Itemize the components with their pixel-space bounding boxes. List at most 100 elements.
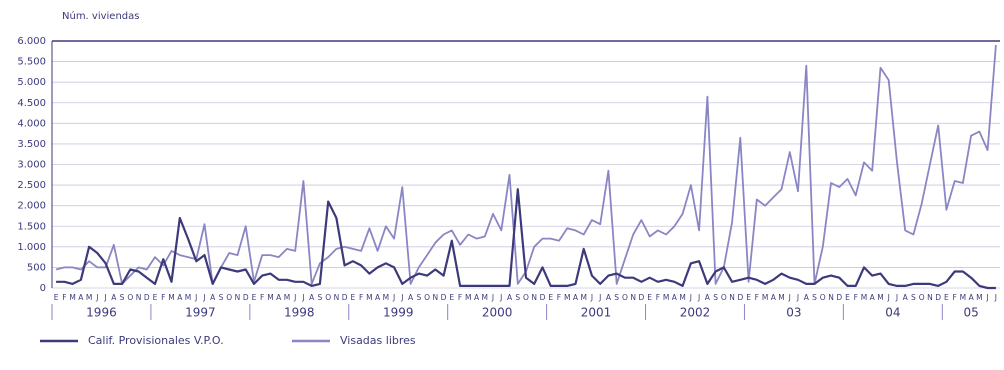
x-tick-label: O: [919, 293, 925, 302]
x-tick-label: E: [746, 293, 751, 302]
x-tick-label: J: [95, 293, 98, 302]
x-tick-label: O: [820, 293, 826, 302]
year-label: 1997: [185, 306, 216, 320]
y-tick-label: 2.000: [17, 201, 46, 212]
x-tick-label: D: [243, 293, 249, 302]
x-tick-label: O: [622, 293, 628, 302]
y-tick-label: 5.500: [17, 57, 46, 68]
y-tick-label: 3.500: [17, 139, 46, 150]
x-tick-label: O: [721, 293, 727, 302]
x-tick-label: J: [788, 293, 791, 302]
x-tick-label: M: [679, 293, 685, 302]
x-tick-label: A: [309, 293, 315, 302]
x-tick-label: J: [887, 293, 890, 302]
x-tick-label: A: [78, 293, 84, 302]
x-tick-label: J: [796, 293, 799, 302]
series-line: [56, 188, 996, 290]
x-tick-label: J: [590, 293, 593, 302]
x-tick-label: N: [729, 293, 735, 302]
x-tick-label: J: [697, 293, 700, 302]
x-tick-label: A: [672, 293, 678, 302]
x-tick-label: E: [845, 293, 850, 302]
x-tick-label: M: [185, 293, 191, 302]
x-tick-label: F: [458, 293, 462, 302]
x-tick-label: J: [895, 293, 898, 302]
x-tick-label: A: [375, 293, 381, 302]
year-label: 2002: [680, 306, 711, 320]
x-tick-label: M: [168, 293, 174, 302]
year-label: 04: [885, 306, 900, 320]
x-tick-label: N: [630, 293, 636, 302]
x-tick-label: E: [252, 293, 257, 302]
x-tick-label: A: [705, 293, 711, 302]
x-tick-label: N: [531, 293, 537, 302]
year-label: 2001: [581, 306, 612, 320]
x-tick-label: J: [392, 293, 395, 302]
y-axis-label: Núm. viviendas: [62, 10, 140, 22]
x-tick-label: J: [491, 293, 494, 302]
x-tick-label: A: [177, 293, 183, 302]
y-tick-label: 4.500: [17, 98, 46, 109]
x-tick-label: A: [210, 293, 216, 302]
x-tick-label: A: [474, 293, 480, 302]
x-tick-label: D: [836, 293, 842, 302]
x-tick-label: A: [771, 293, 777, 302]
x-tick-label: J: [400, 293, 403, 302]
x-tick-label: J: [598, 293, 601, 302]
legend-label: Visadas libres: [340, 334, 416, 347]
x-tick-label: M: [69, 293, 75, 302]
x-tick-label: M: [861, 293, 867, 302]
year-label: 1999: [383, 306, 414, 320]
x-tick-label: J: [301, 293, 304, 302]
year-label: 2000: [482, 306, 513, 320]
x-tick-label: F: [656, 293, 660, 302]
x-tick-label: D: [935, 293, 941, 302]
x-tick-label: J: [499, 293, 502, 302]
legend-label: Calif. Provisionales V.P.O.: [88, 334, 224, 347]
x-tick-label: A: [870, 293, 876, 302]
x-tick-label: F: [260, 293, 264, 302]
x-tick-label: E: [54, 293, 59, 302]
x-tick-label: E: [548, 293, 553, 302]
x-tick-label: J: [986, 293, 989, 302]
x-tick-label: M: [877, 293, 883, 302]
x-tick-label: M: [383, 293, 389, 302]
y-tick-label: 0: [40, 283, 46, 294]
x-tick-label: F: [359, 293, 363, 302]
x-tick-label: M: [86, 293, 92, 302]
x-tick-label: M: [564, 293, 570, 302]
x-tick-label: A: [111, 293, 117, 302]
x-tick-label: J: [689, 293, 692, 302]
x-tick-label: O: [226, 293, 232, 302]
year-label: 03: [786, 306, 801, 320]
x-tick-label: A: [573, 293, 579, 302]
x-tick-label: A: [507, 293, 513, 302]
x-tick-label: N: [927, 293, 933, 302]
x-tick-label: M: [960, 293, 966, 302]
x-tick-label: M: [778, 293, 784, 302]
x-tick-label: A: [276, 293, 282, 302]
x-tick-label: O: [325, 293, 331, 302]
x-tick-label: M: [366, 293, 372, 302]
x-tick-label: S: [713, 293, 718, 302]
x-tick-label: M: [284, 293, 290, 302]
y-tick-label: 1.500: [17, 221, 46, 232]
x-tick-label: S: [416, 293, 421, 302]
x-tick-label: D: [540, 293, 546, 302]
x-tick-label: J: [103, 293, 106, 302]
x-tick-label: N: [334, 293, 340, 302]
x-tick-label: F: [854, 293, 858, 302]
x-tick-label: D: [737, 293, 743, 302]
y-tick-label: 1.000: [17, 242, 46, 253]
x-tick-label: O: [523, 293, 529, 302]
x-tick-label: E: [449, 293, 454, 302]
x-tick-label: M: [482, 293, 488, 302]
x-tick-label: N: [235, 293, 241, 302]
year-label: 1998: [284, 306, 315, 320]
x-tick-label: F: [62, 293, 66, 302]
x-tick-label: S: [911, 293, 916, 302]
x-tick-label: D: [639, 293, 645, 302]
x-tick-label: J: [194, 293, 197, 302]
x-tick-label: E: [647, 293, 652, 302]
